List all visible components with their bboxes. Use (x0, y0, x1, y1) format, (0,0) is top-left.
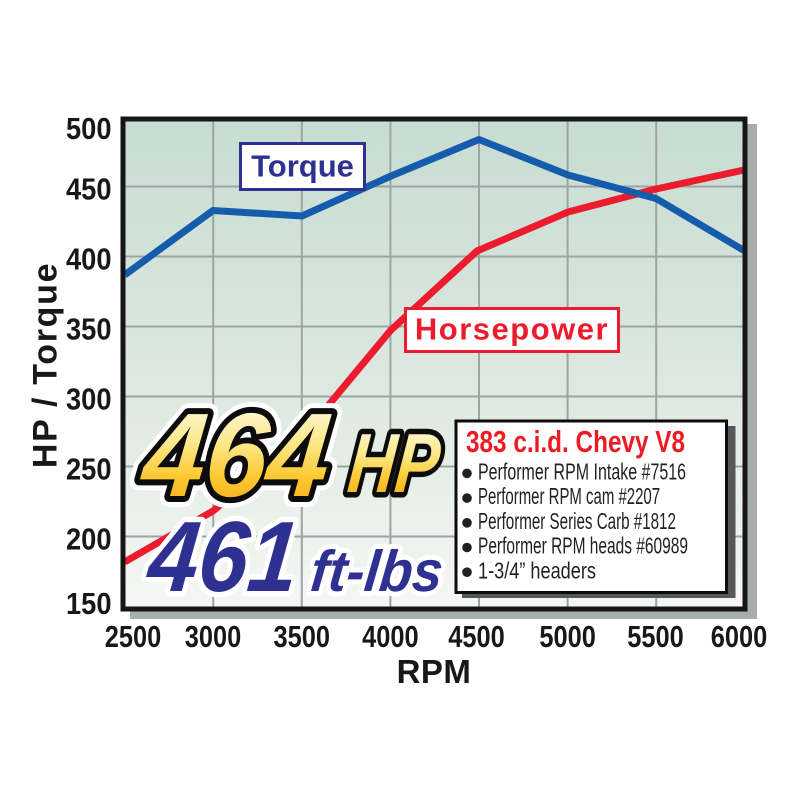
svg-text:Performer RPM cam #2207: Performer RPM cam #2207 (478, 484, 660, 510)
svg-text:5000: 5000 (539, 620, 596, 655)
svg-text:Performer RPM Intake #7516: Performer RPM Intake #7516 (478, 460, 686, 486)
svg-text:HP / Torque: HP / Torque (27, 262, 65, 468)
svg-text:250: 250 (66, 453, 112, 487)
svg-text:300: 300 (66, 383, 112, 417)
svg-text:3500: 3500 (274, 620, 331, 655)
svg-text:464: 464 (135, 389, 336, 522)
svg-text:461: 461 (142, 502, 305, 613)
svg-text:4500: 4500 (448, 620, 505, 655)
svg-text:450: 450 (66, 173, 112, 207)
svg-text:Performer RPM heads #60989: Performer RPM heads #60989 (478, 534, 688, 560)
svg-text:3000: 3000 (185, 620, 242, 655)
svg-text:461: 461 (142, 502, 305, 613)
svg-text:ft-lbs: ft-lbs (308, 538, 447, 603)
svg-text:5500: 5500 (627, 620, 684, 655)
svg-text:350: 350 (66, 313, 112, 347)
svg-text:400: 400 (66, 243, 112, 277)
svg-text:Performer Series Carb #1812: Performer Series Carb #1812 (478, 509, 676, 535)
svg-text:1-3/4” headers: 1-3/4” headers (478, 558, 596, 584)
svg-text:464: 464 (135, 389, 336, 522)
svg-text:2500: 2500 (105, 620, 162, 655)
svg-text:464: 464 (135, 389, 336, 522)
svg-text:4000: 4000 (362, 620, 419, 655)
svg-text:Horsepower: Horsepower (415, 312, 609, 347)
svg-text:6000: 6000 (711, 620, 768, 655)
svg-text:200: 200 (66, 523, 112, 557)
svg-text:Torque: Torque (251, 149, 354, 184)
svg-text:HP: HP (344, 416, 445, 510)
svg-text:500: 500 (66, 112, 112, 146)
svg-text:150: 150 (66, 587, 112, 621)
svg-text:RPM: RPM (397, 653, 472, 690)
svg-text:383 c.i.d. Chevy V8: 383 c.i.d. Chevy V8 (466, 424, 685, 458)
svg-text:HP: HP (344, 416, 445, 510)
svg-text:ft-lbs: ft-lbs (308, 538, 447, 603)
